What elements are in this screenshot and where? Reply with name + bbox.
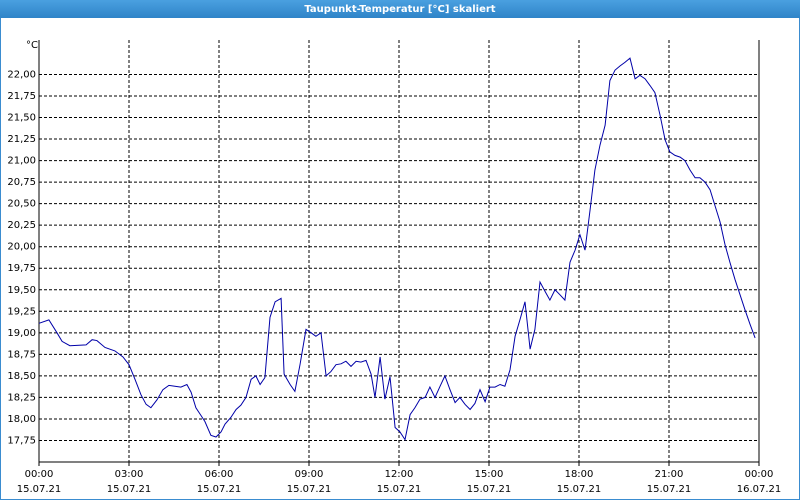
- x-tick-label: 09:00: [295, 469, 324, 480]
- y-tick-label: 19,00: [7, 328, 36, 339]
- x-tick-label: 06:00: [205, 469, 234, 480]
- x-tick-label: 18:00: [565, 469, 594, 480]
- y-tick-label: 20,00: [7, 242, 36, 253]
- x-tick-label: 12:00: [385, 469, 414, 480]
- y-tick-label: 18,25: [7, 392, 36, 403]
- data-line: [38, 57, 756, 441]
- y-tick-label: 18,75: [7, 349, 36, 360]
- x-tick-date: 15.07.21: [107, 484, 152, 495]
- x-tick-date: 16.07.21: [737, 484, 782, 495]
- y-tick-label: 19,75: [7, 263, 36, 274]
- x-tick-date: 15.07.21: [377, 484, 422, 495]
- y-tick-label: 19,25: [7, 306, 36, 317]
- y-axis-unit: °C: [26, 40, 38, 51]
- x-tick-label: 21:00: [655, 469, 684, 480]
- x-tick-label: 15:00: [475, 469, 504, 480]
- y-tick-label: 22,00: [7, 69, 36, 80]
- y-tick-label: 21,00: [7, 156, 36, 167]
- x-tick-date: 15.07.21: [467, 484, 512, 495]
- y-tick-label: 18,50: [7, 371, 36, 382]
- title-bar: [0, 0, 800, 18]
- y-tick-label: 18,00: [7, 414, 36, 425]
- y-tick-label: 20,75: [7, 177, 36, 188]
- y-tick-label: 21,75: [7, 91, 36, 102]
- chart-title: Taupunkt-Temperatur [°C] skaliert: [304, 4, 495, 15]
- x-tick-date: 15.07.21: [287, 484, 332, 495]
- y-tick-label: 17,75: [7, 435, 36, 446]
- x-tick-label: 03:00: [115, 469, 144, 480]
- x-tick-date: 15.07.21: [557, 484, 602, 495]
- y-tick-label: 20,25: [7, 220, 36, 231]
- y-tick-label: 19,50: [7, 285, 36, 296]
- x-tick-date: 15.07.21: [197, 484, 242, 495]
- x-tick-date: 15.07.21: [17, 484, 62, 495]
- x-tick-label: 00:00: [745, 469, 774, 480]
- y-tick-label: 20,50: [7, 199, 36, 210]
- y-tick-label: 21,50: [7, 113, 36, 124]
- y-tick-label: 21,25: [7, 134, 36, 145]
- x-tick-date: 15.07.21: [647, 484, 692, 495]
- x-tick-label: 00:00: [25, 469, 54, 480]
